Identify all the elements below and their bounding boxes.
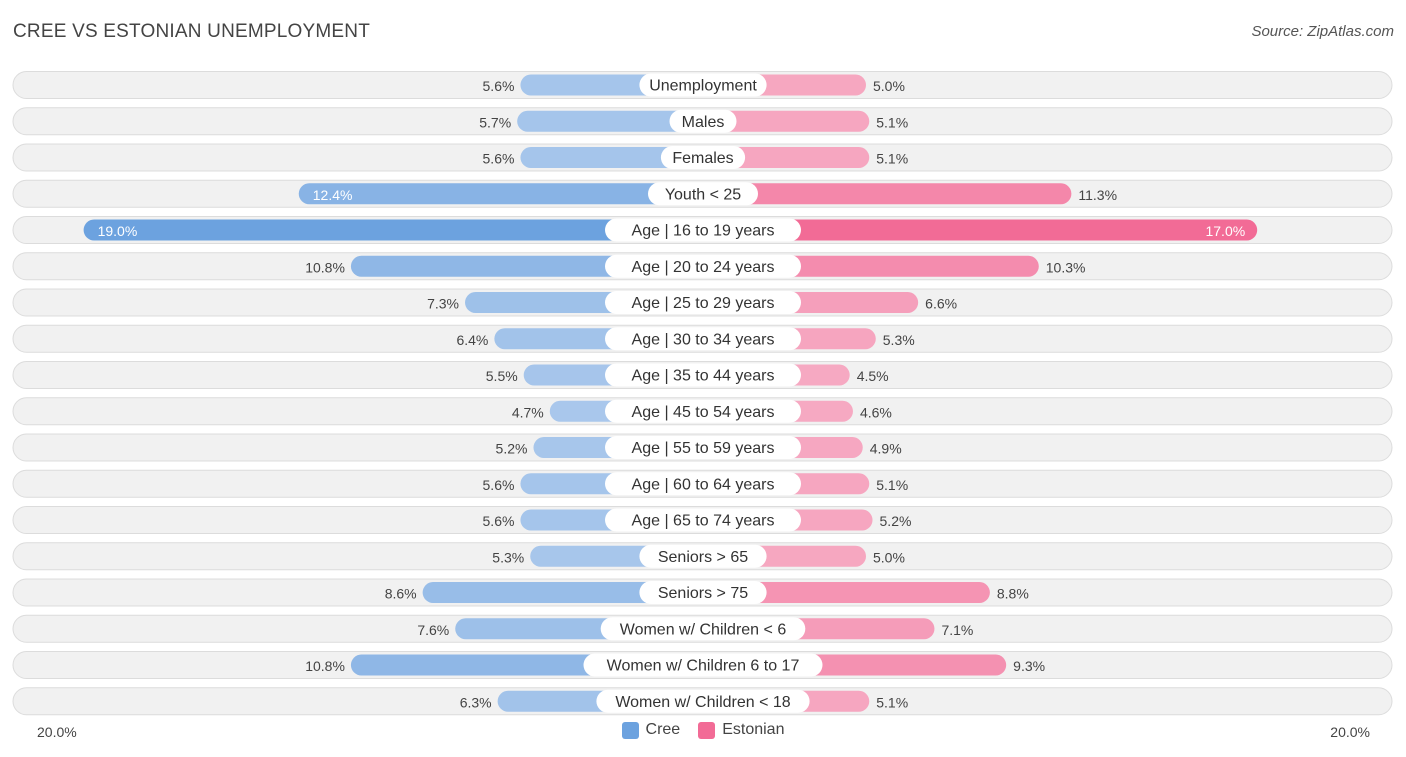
estonian-bar (703, 219, 1258, 241)
category-pill (639, 73, 767, 97)
category-pill (605, 363, 801, 387)
legend-swatch-estonian (698, 721, 716, 739)
cree-value-label: 19.0% (98, 223, 138, 239)
category-pill (669, 109, 737, 133)
category-label: Women w/ Children 6 to 17 (607, 658, 800, 675)
category-label: Unemployment (649, 78, 757, 95)
category-pill (605, 508, 801, 532)
estonian-bar (703, 147, 870, 168)
cree-value-label: 5.2% (496, 441, 528, 457)
cree-value-label: 5.6% (483, 78, 515, 94)
category-pill (600, 617, 806, 641)
estonian-value-label: 8.8% (997, 586, 1029, 602)
cree-value-label: 7.6% (417, 622, 449, 638)
estonian-value-label: 7.1% (941, 622, 973, 638)
category-pill (605, 254, 801, 278)
axis-right-label: 20.0% (1330, 724, 1370, 740)
legend-item-estonian[interactable]: Estonian (698, 721, 784, 739)
estonian-value-label: 11.3% (1078, 187, 1117, 203)
category-label: Youth < 25 (665, 186, 741, 203)
estonian-value-label: 5.1% (876, 694, 908, 710)
legend-label-cree: Cree (645, 721, 681, 738)
estonian-value-label: 5.2% (880, 513, 912, 529)
category-label: Age | 30 to 34 years (632, 331, 775, 348)
category-label: Age | 65 to 74 years (632, 513, 775, 530)
estonian-bar (703, 183, 1072, 205)
estonian-value-label: 9.3% (1013, 658, 1045, 674)
estonian-value-label: 4.5% (857, 368, 889, 384)
estonian-value-label: 5.3% (883, 332, 915, 348)
estonian-value-label: 5.0% (873, 549, 905, 565)
category-label: Females (672, 150, 733, 167)
cree-value-label: 5.5% (486, 368, 518, 384)
category-label: Age | 45 to 54 years (632, 404, 775, 421)
legend-label-estonian: Estonian (722, 721, 785, 738)
chart-title: CREE VS ESTONIAN UNEMPLOYMENT (13, 21, 371, 42)
category-label: Age | 55 to 59 years (632, 440, 775, 457)
cree-value-label: 5.6% (483, 477, 515, 493)
cree-bar (520, 147, 703, 168)
axis-left-label: 20.0% (37, 724, 77, 740)
cree-value-label: 12.4% (313, 187, 353, 203)
estonian-value-label: 10.3% (1046, 259, 1086, 275)
cree-value-label: 5.6% (483, 151, 515, 167)
estonian-bar (703, 110, 870, 132)
category-pill (583, 653, 823, 677)
category-pill (648, 182, 758, 206)
estonian-value-label: 5.1% (876, 477, 908, 493)
category-pill (596, 689, 810, 713)
legend-swatch-cree (621, 721, 639, 739)
category-label: Seniors > 75 (658, 585, 748, 602)
category-pill (605, 218, 801, 242)
cree-bar (83, 219, 704, 241)
category-pill (605, 327, 801, 351)
estonian-bar (703, 582, 990, 603)
source-credit: Source: ZipAtlas.com (1251, 23, 1394, 40)
cree-value-label: 5.3% (492, 549, 524, 565)
category-label: Age | 25 to 29 years (632, 295, 775, 312)
category-pill (639, 581, 767, 604)
estonian-value-label: 17.0% (1205, 223, 1245, 239)
cree-value-label: 7.3% (427, 296, 459, 312)
category-label: Age | 60 to 64 years (632, 476, 775, 493)
estonian-value-label: 5.1% (876, 151, 908, 167)
cree-value-label: 5.7% (479, 114, 511, 130)
estonian-value-label: 4.6% (860, 404, 892, 420)
cree-value-label: 6.4% (456, 332, 488, 348)
estonian-value-label: 5.0% (873, 78, 905, 94)
cree-value-label: 10.8% (305, 658, 345, 674)
cree-value-label: 6.3% (460, 694, 492, 710)
category-label: Age | 20 to 24 years (632, 259, 775, 276)
estonian-value-label: 5.1% (876, 114, 908, 130)
category-pill (605, 399, 801, 423)
cree-value-label: 8.6% (385, 586, 417, 602)
legend-item-cree[interactable]: Cree (621, 721, 681, 739)
estonian-value-label: 6.6% (925, 296, 957, 312)
category-label: Age | 16 to 19 years (632, 223, 775, 240)
cree-value-label: 4.7% (512, 404, 544, 420)
cree-bar (298, 183, 703, 205)
cree-bar (517, 110, 703, 132)
category-pill (660, 146, 746, 169)
estonian-value-label: 4.9% (870, 441, 902, 457)
cree-bar (422, 582, 703, 603)
category-label: Seniors > 65 (658, 549, 748, 566)
category-label: Age | 35 to 44 years (632, 368, 775, 385)
cree-value-label: 10.8% (305, 259, 345, 275)
category-label: Women w/ Children < 6 (620, 621, 787, 638)
category-pill (605, 436, 801, 459)
category-label: Women w/ Children < 18 (615, 694, 790, 711)
category-pill (605, 472, 801, 496)
category-pill (605, 291, 801, 314)
legend: Cree Estonian (0, 721, 1406, 739)
category-label: Males (682, 114, 725, 131)
category-pill (639, 544, 767, 568)
cree-value-label: 5.6% (483, 513, 515, 529)
